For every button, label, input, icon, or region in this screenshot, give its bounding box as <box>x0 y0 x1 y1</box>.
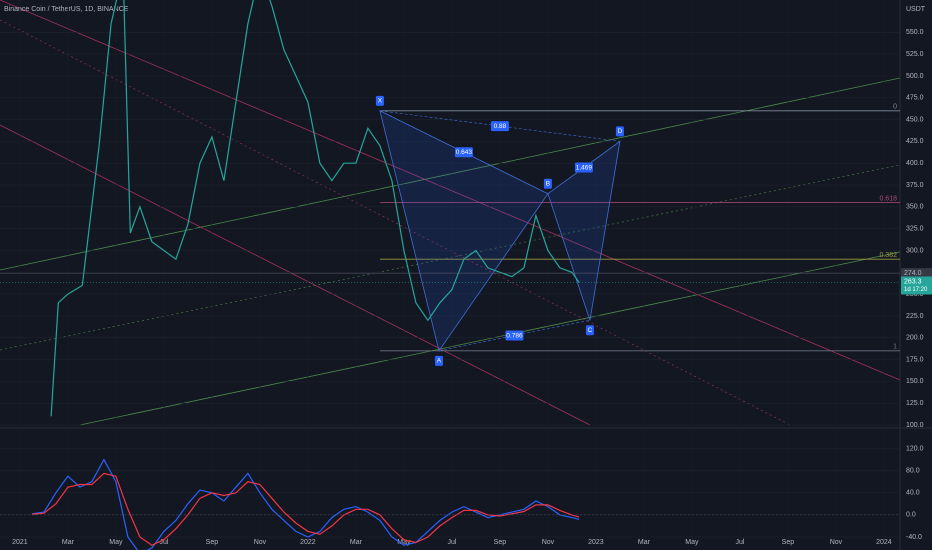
fib-label: 0 <box>893 104 897 111</box>
y-tick-label: 225.0 <box>906 313 924 320</box>
x-tick-label: Mar <box>638 539 651 546</box>
chart-title: Binance Coin / TetherUS, 1D, BINANCE <box>4 6 129 13</box>
x-tick-label: 2023 <box>588 539 604 546</box>
x-tick-label: Mar <box>62 539 75 546</box>
fib-label: 1 <box>893 344 897 351</box>
pattern-point-tag <box>434 355 443 366</box>
y-tick-label: 375.0 <box>906 182 924 189</box>
x-tick-label: Sep <box>782 539 795 546</box>
x-tick-label: Mar <box>350 539 363 546</box>
y-tick-label: 350.0 <box>906 204 924 211</box>
pattern-point-label: X <box>378 98 383 105</box>
price-line <box>31 472 580 546</box>
x-tick-label: 2024 <box>876 539 892 546</box>
y-tick-label: 525.0 <box>906 51 924 58</box>
y-tick-label: -40.0 <box>906 534 922 541</box>
fib-label: 0.382 <box>879 252 897 259</box>
channel-mid <box>0 164 901 351</box>
down-channel-lower <box>0 124 591 426</box>
x-tick-label: May <box>397 539 411 546</box>
y-tick-label: 300.0 <box>906 247 924 254</box>
price-line <box>31 458 580 550</box>
y-tick-label: 175.0 <box>906 356 924 363</box>
y-tick-label: 400.0 <box>906 160 924 167</box>
ratio-tag <box>490 121 509 132</box>
y-tick-label: 120.0 <box>906 445 924 452</box>
ratio-label: 0.643 <box>456 149 473 156</box>
axis-unit: USDT <box>906 6 926 13</box>
last-price-label: 263.3 <box>904 278 922 285</box>
fib-label: 0.618 <box>879 195 897 202</box>
y-tick-label: 500.0 <box>906 73 924 80</box>
ratio-label: 0.88 <box>494 123 507 130</box>
x-tick-label: Jul <box>735 539 744 546</box>
pattern-point-label: B <box>546 180 550 187</box>
pattern-point-label: D <box>618 128 623 135</box>
y-tick-label: 150.0 <box>906 378 924 385</box>
last-price-tag <box>901 276 932 295</box>
x-tick-label: Sep <box>206 539 219 546</box>
ratio-tag <box>454 147 473 158</box>
x-tick-label: Sep <box>494 539 507 546</box>
countdown-label: 1d 17:20 <box>904 287 928 293</box>
y-tick-label: 450.0 <box>906 116 924 123</box>
y-tick-label: 80.0 <box>906 468 920 475</box>
pattern-point-label: C <box>588 327 593 334</box>
channel-lower <box>79 251 901 426</box>
x-tick-label: Nov <box>542 539 555 546</box>
x-tick-label: May <box>109 539 123 546</box>
pattern-leg <box>379 110 549 195</box>
y-tick-label: 100.0 <box>906 422 924 429</box>
y-tick-label: 550.0 <box>906 29 924 36</box>
y-tick-label: 40.0 <box>906 490 920 497</box>
x-tick-label: May <box>685 539 699 546</box>
price-line <box>50 0 580 417</box>
y-tick-label: 125.0 <box>906 400 924 407</box>
pattern-point-tag <box>543 178 552 189</box>
x-tick-label: 2021 <box>12 539 28 546</box>
ratio-label: 1.469 <box>576 164 593 171</box>
reference-tag <box>901 268 932 279</box>
ratio-tag <box>574 162 593 173</box>
x-tick-label: Nov <box>254 539 267 546</box>
x-tick-label: Jul <box>447 539 456 546</box>
pattern-point-label: A <box>437 358 442 365</box>
x-tick-label: Jul <box>159 539 168 546</box>
y-tick-label: 0.0 <box>906 512 916 519</box>
pattern-point-tag <box>615 126 624 137</box>
reference-label: 274.0 <box>904 270 922 277</box>
pattern-point-tag <box>375 95 384 106</box>
y-tick-label: 425.0 <box>906 138 924 145</box>
ratio-tag <box>505 330 524 341</box>
y-tick-label: 475.0 <box>906 95 924 102</box>
y-tick-label: 325.0 <box>906 225 924 232</box>
x-tick-label: 2022 <box>300 539 316 546</box>
pattern-point-tag <box>585 325 594 336</box>
down-channel-upper <box>0 0 901 381</box>
y-tick-label: 200.0 <box>906 335 924 342</box>
ratio-label: 0.786 <box>506 332 523 339</box>
x-tick-label: Nov <box>830 539 843 546</box>
